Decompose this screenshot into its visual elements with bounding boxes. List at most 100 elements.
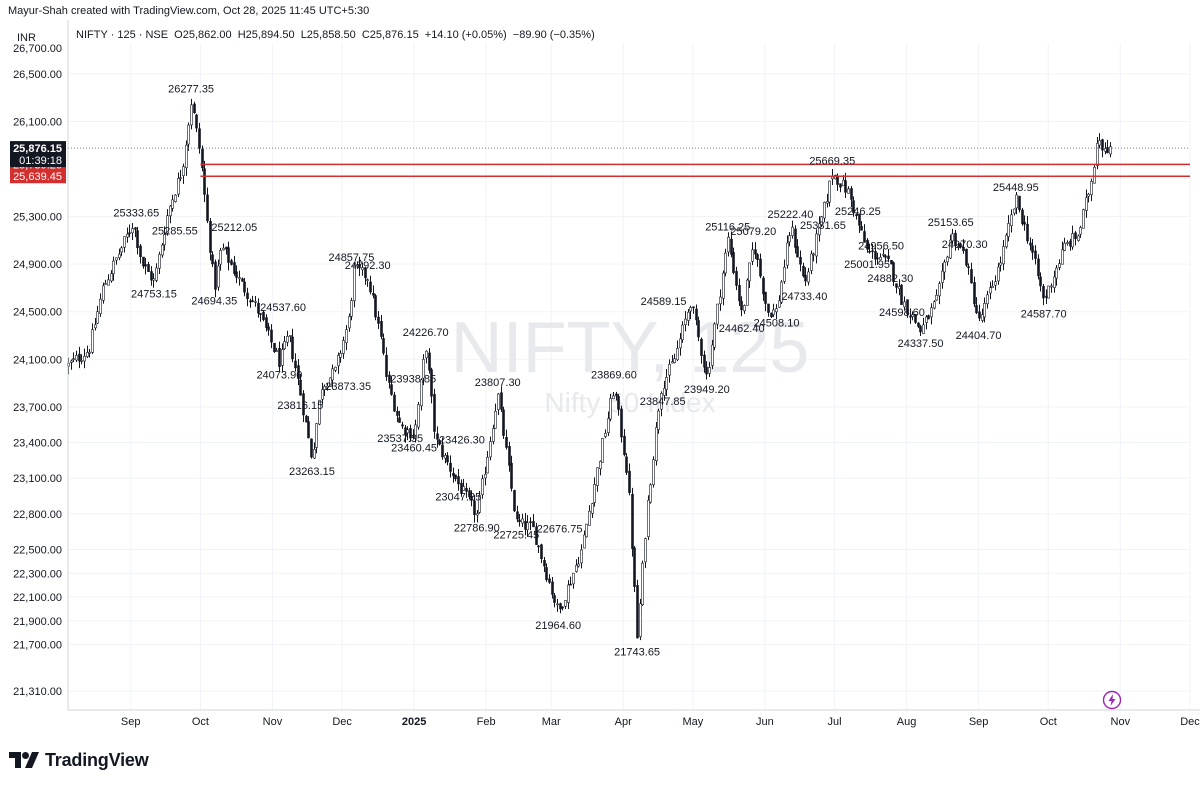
candle-body [978, 311, 981, 319]
candle-body [738, 285, 741, 302]
currency-label[interactable]: INR [17, 32, 36, 44]
price-annotation: 24956.50 [858, 240, 904, 252]
candle-body [863, 231, 866, 243]
candle-body [96, 311, 99, 324]
candle-body [353, 264, 356, 301]
price-tick-label: 21,310.00 [13, 686, 62, 698]
candle-body [973, 282, 976, 305]
candle-body [1079, 227, 1082, 235]
candle-body [489, 441, 492, 458]
candle-body [457, 476, 460, 485]
candle-body [1055, 267, 1058, 279]
candle-body [868, 250, 871, 253]
candle-body [545, 567, 548, 581]
legend-change-2: −89.90 (−0.35%) [512, 29, 595, 41]
candle-body [1053, 276, 1056, 288]
candle-body [569, 583, 572, 586]
candle-body [676, 348, 679, 361]
candle-body [762, 277, 765, 295]
candle-body [612, 395, 615, 400]
symbol-legend[interactable]: NIFTY · 125 · NSE O25,862.00 H25,894.50 … [76, 29, 598, 41]
candle-body [86, 352, 89, 357]
candle-body [348, 316, 351, 329]
lightning-icon[interactable] [1102, 690, 1122, 710]
candle-body [516, 511, 519, 520]
candle-body [695, 308, 698, 321]
candle-body [895, 283, 898, 288]
candle-body [938, 283, 941, 297]
candle-body [107, 279, 110, 286]
candle-body [850, 188, 853, 200]
candle-body [361, 267, 364, 271]
candle-body [596, 467, 599, 486]
candle-body [152, 278, 155, 281]
candle-body [254, 301, 257, 303]
price-tick-label: 21,900.00 [13, 616, 62, 628]
candle-body [1010, 214, 1013, 227]
price-annotation: 25333.65 [113, 208, 159, 220]
candle-body [465, 488, 468, 492]
candle-body [302, 393, 305, 416]
candle-body [1077, 235, 1080, 241]
candle-body [620, 408, 623, 438]
price-tick-label: 22,800.00 [13, 509, 62, 521]
candle-body [641, 562, 644, 605]
candle-body [882, 253, 885, 256]
time-tick-label: Nov [1111, 716, 1131, 728]
footer-brand[interactable]: TradingView [9, 748, 149, 772]
candle-body [580, 549, 583, 564]
candle-body [919, 326, 922, 333]
candle-body [209, 221, 212, 253]
candle-body [804, 274, 807, 282]
candle-body [665, 376, 668, 390]
candle-body [575, 565, 578, 572]
candle-body [815, 233, 818, 257]
candle-body [970, 269, 973, 284]
candle-body [174, 194, 177, 202]
price-annotation: 24587.70 [1021, 308, 1067, 320]
candle-body [871, 250, 874, 253]
candle-body [933, 301, 936, 309]
candle-body [286, 336, 289, 343]
candle-body [713, 323, 716, 348]
candle-body [313, 449, 316, 459]
legend-symbol[interactable]: NIFTY · 125 · NSE [76, 29, 169, 41]
candle-body [535, 526, 538, 545]
candle-body [548, 578, 551, 583]
candle-body [1096, 142, 1099, 166]
time-tick-label: Sep [121, 716, 141, 728]
candle-body [775, 308, 778, 313]
candle-body [436, 433, 439, 440]
tradingview-logo-icon [9, 752, 39, 768]
candle-body [770, 312, 773, 318]
candle-body [876, 257, 879, 260]
candle-body [652, 459, 655, 485]
price-tick-label: 24,900.00 [13, 259, 62, 271]
candle-body [705, 366, 708, 375]
price-annotation: 22786.90 [454, 522, 500, 534]
candle-body [1098, 140, 1101, 146]
candle-body [914, 314, 917, 323]
tradingview-brand: TradingView [45, 749, 149, 770]
price-tick-label: 22,500.00 [13, 544, 62, 556]
candle-body [275, 350, 278, 352]
candle-body [494, 411, 497, 429]
candle-body [128, 232, 131, 235]
candle-body [227, 247, 230, 263]
price-tick-label: 22,100.00 [13, 592, 62, 604]
candle-body [390, 384, 393, 395]
candle-body [730, 238, 733, 255]
candle-body [860, 226, 863, 231]
candle-body [513, 490, 516, 512]
candle-body [396, 410, 399, 416]
candle-body [198, 128, 201, 149]
candle-body [812, 253, 815, 256]
candle-body [441, 444, 444, 458]
candle-body [230, 260, 233, 265]
candle-body [767, 303, 770, 313]
price-annotation: 24537.60 [260, 302, 306, 314]
price-annotation: 24404.70 [956, 330, 1002, 342]
candle-body [222, 247, 225, 251]
